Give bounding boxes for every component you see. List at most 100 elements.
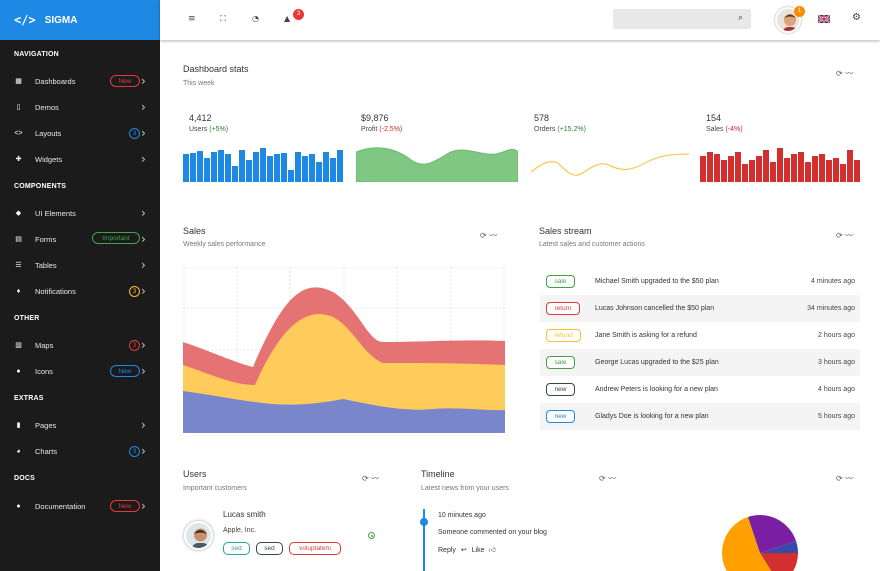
section-components: COMPONENTS [14, 183, 67, 190]
sidebar-item-maps[interactable]: ▥ Maps 3 › [0, 333, 160, 357]
chevron-right-icon: › [141, 152, 146, 166]
timeline-title: Timeline [421, 469, 455, 479]
chevron-right-icon: › [141, 74, 146, 88]
fullscreen-icon[interactable]: ⛶ [220, 14, 226, 23]
user-avatar[interactable] [184, 521, 213, 550]
sales-sparkbar [700, 148, 860, 182]
card-actions: ⟳ 〰 [362, 473, 379, 484]
refresh-icon[interactable]: ⟳ [836, 231, 843, 240]
chevron-right-icon: › [141, 126, 146, 140]
sidebar-item-notifications[interactable]: ♦ Notifications 3 › [0, 279, 160, 303]
pie-slice-red [760, 553, 798, 571]
chevron-right-icon: › [141, 206, 146, 220]
code-logo-icon: </> [14, 13, 36, 27]
count-badge: 3 [129, 286, 140, 297]
new-badge: New [110, 500, 140, 512]
refresh-icon[interactable]: ⟳ [362, 474, 369, 483]
chevron-right-icon: › [141, 258, 146, 272]
sidebar-item-tables[interactable]: ☰ Tables › [0, 253, 160, 277]
stat-label: Orders [534, 126, 556, 133]
online-status-icon [368, 532, 375, 539]
sidebar-item-ui-elements[interactable]: ◆ UI Elements › [0, 201, 160, 225]
menu-icon[interactable]: ≡ [188, 14, 196, 24]
trend-icon[interactable]: 〰 [845, 69, 854, 78]
info-icon: ● [16, 502, 21, 510]
stream-row: sale Michael Smith upgraded to the $50 pl… [540, 268, 860, 295]
return-tag: return [546, 302, 580, 315]
orders-sparkline [530, 153, 690, 176]
sidebar-item-icons[interactable]: ● Icons New › [0, 359, 160, 383]
brand[interactable]: </> SIGMA [0, 0, 160, 40]
chevron-right-icon: › [141, 100, 146, 114]
important-badge: Important [92, 232, 140, 244]
sidebar-item-documentation[interactable]: ● Documentation New › [0, 494, 160, 518]
new-tag: new [546, 410, 575, 423]
section-docs: DOCS [14, 475, 36, 482]
gear-icon[interactable]: ⚙ [852, 12, 861, 23]
refresh-icon[interactable]: ⟳ [836, 69, 843, 78]
bell-icon[interactable]: ▲ [284, 14, 291, 23]
sidebar-item-pages[interactable]: ▮ Pages › [0, 413, 160, 437]
book-icon: ▯ [16, 104, 21, 111]
stat-users: 4,412 Users (+5%) [189, 113, 228, 133]
like-link[interactable]: Like [471, 547, 485, 554]
sales-area-chart [183, 267, 505, 433]
sidebar-item-layouts[interactable]: <> Layouts 3 › [0, 121, 160, 145]
trend-icon[interactable]: 〰 [608, 474, 617, 483]
trend-icon[interactable]: 〰 [845, 231, 854, 240]
sales-title: Sales [183, 226, 206, 236]
form-icon: ▤ [15, 236, 22, 243]
users-sparkbar [183, 148, 343, 182]
sidebar-item-forms[interactable]: ▤ Forms Important › [0, 227, 160, 251]
grid-icon: ▦ [15, 78, 22, 85]
pie-icon: ◕ [16, 447, 21, 455]
user-tag: sed [256, 542, 283, 555]
sidebar-item-dashboards[interactable]: ▦ Dashboards New › [0, 69, 160, 93]
trend-icon[interactable]: 〰 [845, 474, 854, 483]
timeline-time: 10 minutes ago [438, 512, 486, 519]
refund-tag: refund [546, 329, 581, 342]
brand-name: SIGMA [44, 14, 78, 26]
timeline-line [423, 509, 425, 571]
sidebar-item-widgets[interactable]: ✚ Widgets › [0, 147, 160, 171]
section-other: OTHER [14, 315, 40, 322]
user-tag: sed [223, 542, 250, 555]
refresh-icon[interactable]: ⟳ [480, 231, 487, 240]
refresh-icon[interactable]: ⟳ [599, 474, 606, 483]
chevron-right-icon: › [141, 364, 146, 378]
new-tag: new [546, 383, 575, 396]
trend-icon[interactable]: 〰 [371, 474, 380, 483]
user-avatar-image [186, 523, 211, 548]
user-company: Apple, Inc. [223, 527, 257, 534]
timeline-actions: Reply ↩ Like 👍︎ [438, 545, 496, 554]
stream-subtitle: Latest sales and customer actions [539, 241, 645, 248]
section-extras: EXTRAS [14, 395, 44, 402]
stat-profit: $9,876 Profit (-2.5%) [361, 113, 402, 133]
trend-icon[interactable]: 〰 [489, 231, 498, 240]
stats-title: Dashboard stats [183, 64, 249, 74]
stat-change: (+15.2%) [557, 126, 586, 133]
stream-row: refund Jane Smith is asking for a refund 2… [540, 322, 860, 349]
new-badge: New [110, 365, 140, 377]
stat-change: (-2.5%) [379, 126, 403, 133]
bell-icon: ♦ [16, 287, 21, 295]
rss-icon[interactable]: ◔ [252, 14, 259, 23]
stream-title: Sales stream [539, 226, 592, 236]
stat-change: (+5%) [209, 126, 229, 133]
uk-flag-icon[interactable] [818, 15, 830, 23]
pie-slice-purple [760, 515, 796, 553]
refresh-icon[interactable]: ⟳ [836, 474, 843, 483]
stream-row: return Lucas Johnson cancelled the $50 pl… [540, 295, 860, 322]
count-badge: 3 [129, 446, 140, 457]
reply-link[interactable]: Reply [438, 547, 456, 554]
count-badge: 3 [129, 128, 140, 139]
sidebar: NAVIGATION COMPONENTS OTHER EXTRAS DOCS … [0, 40, 160, 571]
sidebar-item-charts[interactable]: ◕ Charts 3 › [0, 439, 160, 463]
tag-icon: ◆ [15, 210, 22, 217]
sidebar-item-demos[interactable]: ▯ Demos › [0, 95, 160, 119]
timeline-text: Someone commented on your blog [438, 529, 547, 536]
chevron-right-icon: › [141, 284, 146, 298]
count-badge: 3 [129, 340, 140, 351]
sale-tag: sale [546, 275, 575, 288]
search-input[interactable]: ⌕ [613, 9, 751, 29]
